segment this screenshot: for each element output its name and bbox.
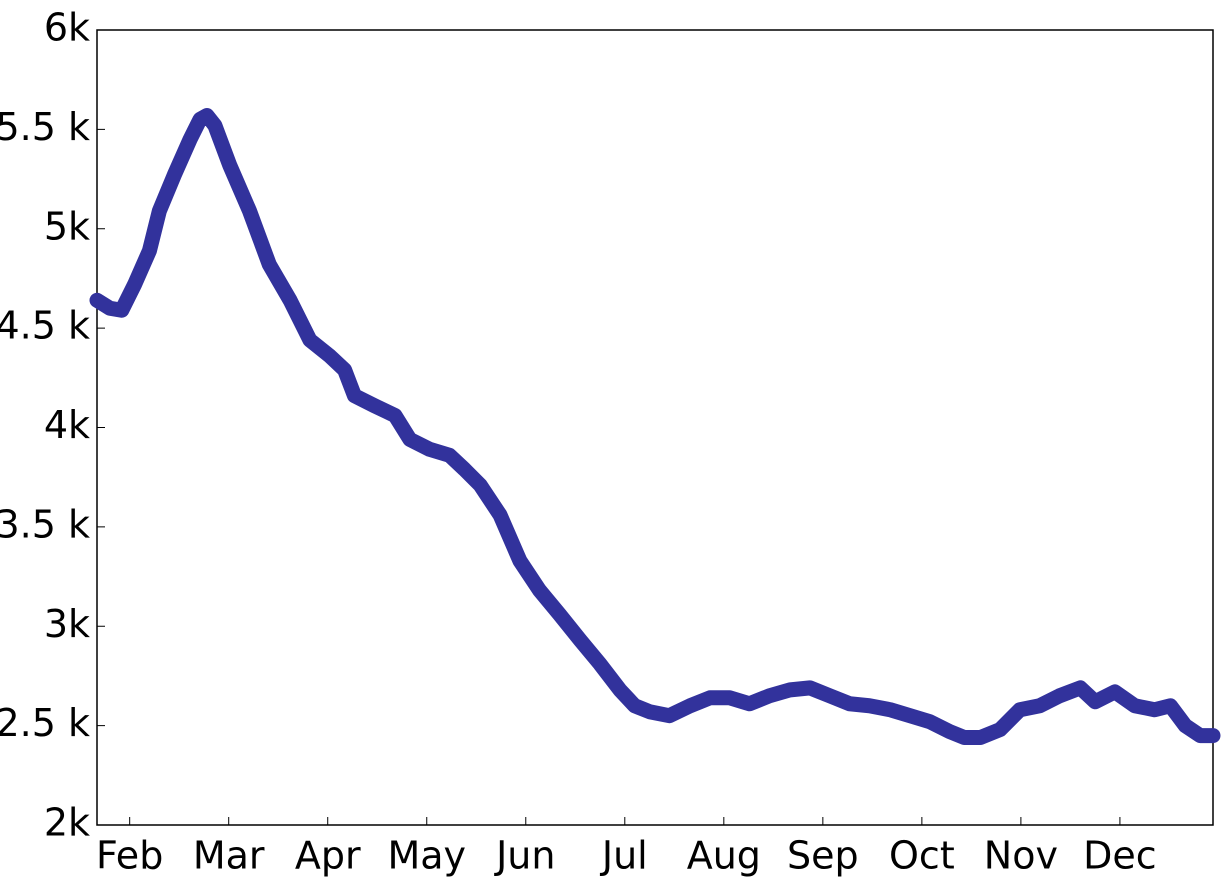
x-tick-label: Mar bbox=[193, 834, 265, 878]
y-tick-label: 2k bbox=[44, 801, 90, 845]
x-tick-label: Sep bbox=[787, 834, 859, 878]
x-tick-label: Dec bbox=[1083, 834, 1157, 878]
y-tick-label: 2.5 k bbox=[0, 701, 90, 745]
x-tick-label: Oct bbox=[889, 834, 955, 878]
x-tick-label: Apr bbox=[295, 834, 361, 878]
x-tick-label: Feb bbox=[96, 834, 163, 878]
x-tick-label: Aug bbox=[687, 834, 761, 878]
y-tick-label: 5k bbox=[44, 204, 90, 248]
x-tick-label: Jul bbox=[600, 834, 648, 878]
y-tick-label: 5.5 k bbox=[0, 105, 90, 149]
y-tick-label: 4k bbox=[44, 403, 90, 447]
y-tick-label: 6k bbox=[44, 6, 90, 50]
y-tick-label: 3k bbox=[44, 602, 90, 646]
y-tick-label: 4.5 k bbox=[0, 304, 90, 348]
y-tick-label: 3.5 k bbox=[0, 502, 90, 546]
x-tick-label: Nov bbox=[984, 834, 1058, 878]
x-tick-label: Jun bbox=[494, 834, 555, 878]
x-tick-label: May bbox=[387, 834, 466, 878]
line-series bbox=[89, 107, 1221, 746]
